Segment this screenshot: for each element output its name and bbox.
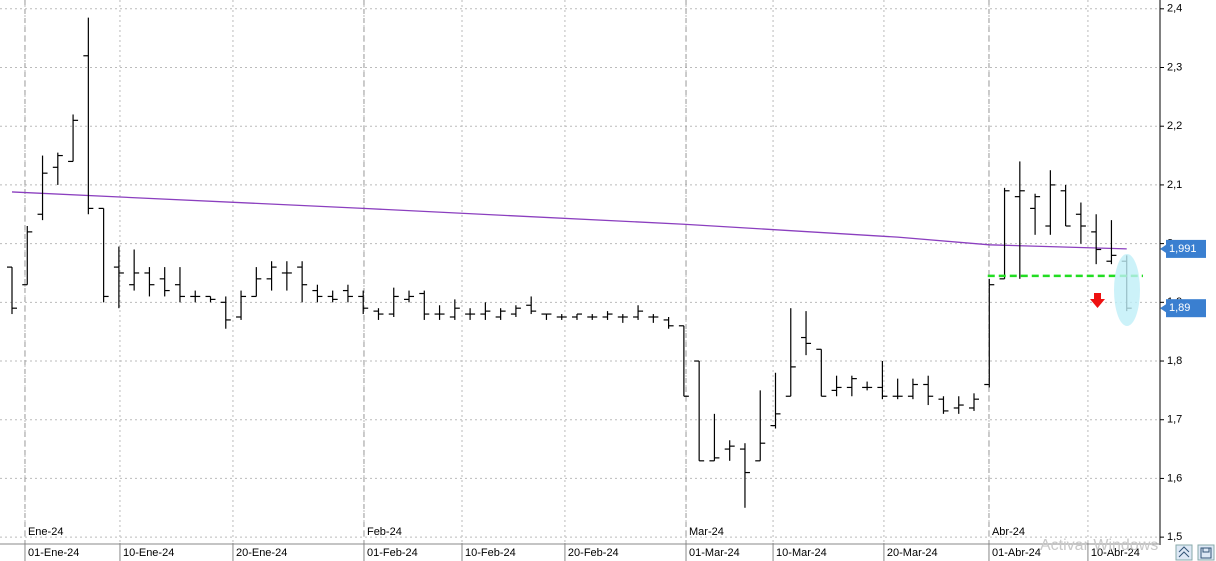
y-tick-label: 1,8 <box>1167 355 1182 367</box>
x-tick-label: 10-Abr-24 <box>1091 547 1140 559</box>
last-value-label: 1,89 <box>1169 302 1190 314</box>
y-tick-label: 2,3 <box>1167 61 1182 73</box>
x-tick-label: 01-Mar-24 <box>689 547 740 559</box>
month-label: Mar-24 <box>689 526 724 538</box>
last-value-box <box>1166 299 1206 318</box>
save-icon <box>1200 547 1212 559</box>
y-tick-label: 2,4 <box>1167 3 1182 15</box>
x-tick-label: 20-Feb-24 <box>568 547 619 559</box>
scale-icon <box>1178 546 1190 558</box>
last-value-box <box>1166 239 1206 258</box>
x-tick-label: 20-Mar-24 <box>887 547 938 559</box>
last-value-label: 1,991 <box>1169 243 1197 255</box>
x-tick-label: 10-Ene-24 <box>123 547 174 559</box>
x-tick-label: 01-Feb-24 <box>367 547 418 559</box>
last-value-pointer <box>1160 304 1166 313</box>
x-tick-label: 10-Feb-24 <box>465 547 516 559</box>
month-label: Feb-24 <box>367 526 402 538</box>
month-label: Ene-24 <box>28 526 63 538</box>
y-tick-label: 1,7 <box>1167 414 1182 426</box>
x-tick-label: 01-Abr-24 <box>992 547 1041 559</box>
x-tick-label: 01-Ene-24 <box>28 547 79 559</box>
watermark: Activar Windows <box>1040 537 1158 554</box>
moving-average <box>11 191 1127 250</box>
highlight <box>1114 254 1140 326</box>
last-value-pointer <box>1160 244 1166 253</box>
sell-arrow <box>1090 293 1105 308</box>
y-tick-label: 1,6 <box>1167 472 1182 484</box>
x-tick-label: 10-Mar-24 <box>776 547 827 559</box>
month-label: Abr-24 <box>992 526 1025 538</box>
plot-layer: 1,51,61,71,81,922,12,22,32,401-Ene-2410-… <box>0 0 1182 561</box>
x-tick-label: 20-Ene-24 <box>236 547 287 559</box>
y-tick-label: 2,2 <box>1167 120 1182 132</box>
y-tick-label: 2,1 <box>1167 179 1182 191</box>
y-tick-label: 1,5 <box>1167 531 1182 543</box>
